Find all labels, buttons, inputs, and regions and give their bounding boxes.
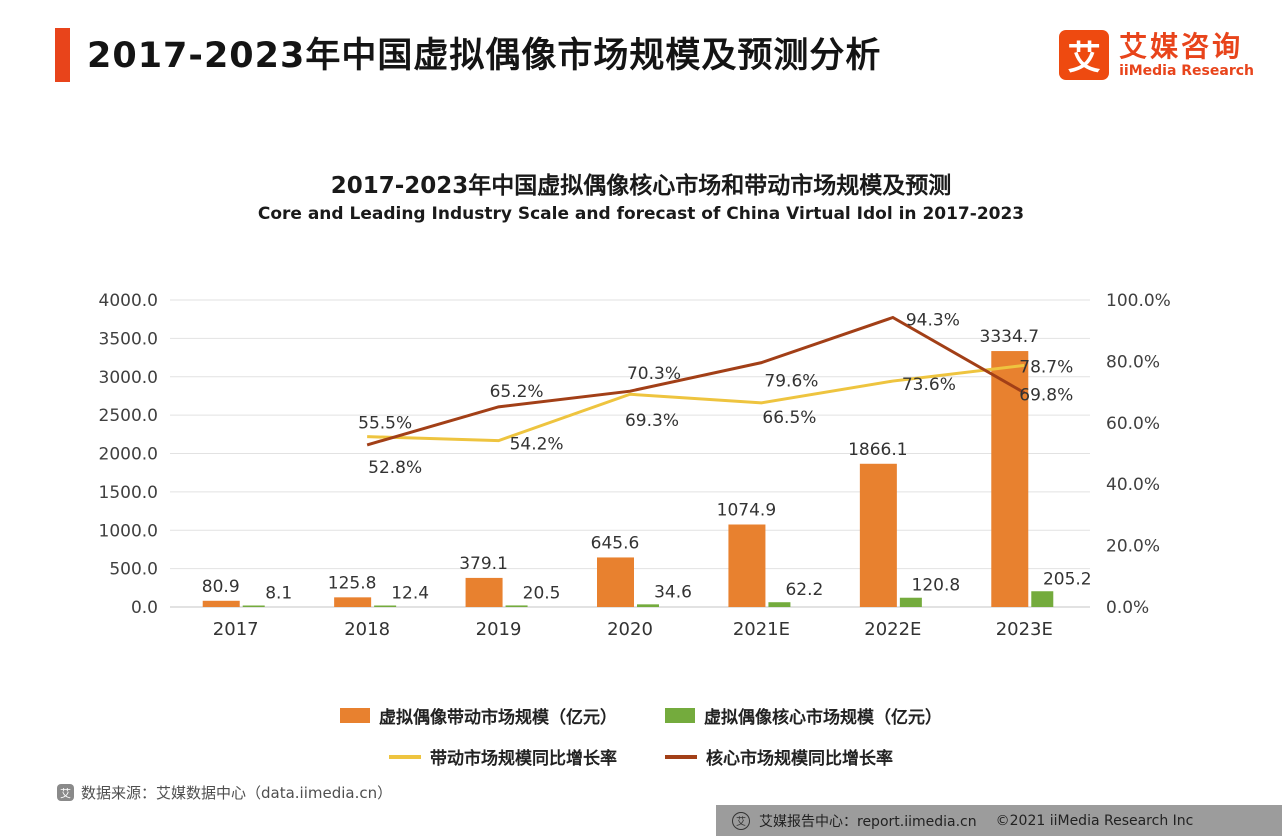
x-axis-label: 2020 bbox=[607, 619, 653, 640]
legend-item-line-1: 核心市场规模同比增长率 bbox=[665, 744, 893, 769]
legend-row: 带动市场规模同比增长率 核心市场规模同比增长率 bbox=[389, 744, 893, 769]
bar-core-2021E bbox=[768, 602, 791, 607]
bar-leading-value: 80.9 bbox=[202, 577, 240, 597]
bar-leading-value: 125.8 bbox=[328, 573, 377, 593]
x-axis-label: 2021E bbox=[733, 619, 790, 640]
x-axis-label: 2023E bbox=[996, 619, 1053, 640]
left-axis-tick: 500.0 bbox=[109, 560, 158, 580]
bar-leading-2020 bbox=[597, 557, 634, 607]
x-axis-label: 2022E bbox=[864, 619, 921, 640]
legend-line-swatch bbox=[389, 754, 421, 759]
chart-title: 2017-2023年中国虚拟偶像核心市场和带动市场规模及预测 bbox=[330, 173, 952, 199]
right-axis-tick: 60.0% bbox=[1106, 414, 1160, 434]
bar-leading-value: 3334.7 bbox=[980, 327, 1039, 347]
chart-svg: 0.0 500.0 1000.0 1500.0 2000.0 2500.0 3000.0 35… bbox=[99, 291, 1171, 640]
growth-label: 54.2% bbox=[510, 435, 564, 455]
growth-label: 69.3% bbox=[625, 411, 679, 431]
left-axis-tick: 3000.0 bbox=[99, 368, 158, 388]
growth-label: 79.6% bbox=[764, 372, 818, 392]
bar-leading-value: 379.1 bbox=[459, 554, 508, 574]
right-axis-tick: 20.0% bbox=[1106, 537, 1160, 557]
growth-label: 66.5% bbox=[762, 408, 816, 428]
legend-label: 核心市场规模同比增长率 bbox=[706, 749, 893, 769]
right-axis-tick: 40.0% bbox=[1106, 475, 1160, 495]
iimedia-logo: 艾 艾媒咨询 iiMedia Research bbox=[1059, 30, 1254, 80]
slide-header: 2017-2023年中国虚拟偶像市场规模及预测分析 艾 艾媒咨询 iiMedia… bbox=[55, 28, 1254, 84]
bar-leading-2019 bbox=[465, 577, 503, 607]
page-title: 2017-2023年中国虚拟偶像市场规模及预测分析 bbox=[87, 36, 882, 76]
legend-label: 带动市场规模同比增长率 bbox=[430, 749, 617, 769]
growth-line-0 bbox=[367, 363, 1025, 443]
growth-label: 55.5% bbox=[358, 414, 412, 434]
left-axis-tick: 2500.0 bbox=[99, 406, 158, 426]
x-axis-label: 2019 bbox=[476, 619, 522, 640]
bar-core-value: 20.5 bbox=[523, 583, 561, 603]
left-axis-tick: 3500.0 bbox=[99, 329, 158, 349]
growth-label: 65.2% bbox=[490, 382, 544, 402]
legend-item-bar-1: 虚拟偶像核心市场规模（亿元） bbox=[665, 703, 942, 728]
iimedia-mini-icon: 艾 bbox=[57, 784, 74, 801]
left-axis-tick: 0.0 bbox=[131, 598, 158, 618]
left-axis-tick: 1500.0 bbox=[99, 483, 158, 503]
bar-leading-2018 bbox=[334, 597, 372, 607]
bar-core-2018 bbox=[374, 605, 397, 607]
bar-leading-2022E bbox=[859, 463, 897, 607]
growth-label: 52.8% bbox=[368, 458, 422, 478]
chart-subtitle: Core and Leading Industry Scale and fore… bbox=[257, 204, 1025, 224]
data-source-note: 艾 数据来源：艾媒数据中心（data.iimedia.cn） bbox=[57, 782, 392, 803]
bar-core-value: 62.2 bbox=[785, 580, 823, 600]
legend-line-swatch bbox=[665, 754, 697, 759]
growth-label: 94.3% bbox=[906, 310, 960, 330]
left-axis-tick: 4000.0 bbox=[99, 291, 158, 311]
legend-row: 虚拟偶像带动市场规模（亿元） 虚拟偶像核心市场规模（亿元） bbox=[340, 703, 942, 728]
x-axis-label: 2018 bbox=[344, 619, 390, 640]
bar-core-2020 bbox=[637, 604, 659, 607]
bar-core-value: 205.2 bbox=[1043, 569, 1092, 589]
bar-core-2017 bbox=[242, 605, 265, 607]
footer-copyright: ©2021 iiMedia Research Inc bbox=[995, 812, 1194, 829]
bar-leading-value: 1074.9 bbox=[717, 501, 776, 521]
growth-label: 73.6% bbox=[902, 375, 956, 395]
bar-leading-2023E bbox=[991, 351, 1029, 607]
right-axis-tick: 0.0% bbox=[1106, 598, 1149, 618]
bar-core-2023E bbox=[1031, 591, 1054, 607]
bar-core-2019 bbox=[505, 605, 528, 607]
growth-label: 70.3% bbox=[627, 364, 681, 384]
bar-leading-value: 1866.1 bbox=[848, 440, 907, 460]
bar-leading-2017 bbox=[202, 600, 240, 607]
bar-core-2022E bbox=[899, 597, 922, 607]
growth-label: 69.8% bbox=[1019, 386, 1073, 406]
combo-chart: 0.0 500.0 1000.0 1500.0 2000.0 2500.0 3000.0 35… bbox=[85, 285, 1215, 665]
legend-item-line-0: 带动市场规模同比增长率 bbox=[389, 744, 617, 769]
x-axis-label: 2017 bbox=[213, 619, 259, 640]
left-axis-tick: 1000.0 bbox=[99, 521, 158, 541]
iimedia-logo-text: 艾媒咨询 iiMedia Research bbox=[1119, 29, 1254, 80]
iimedia-footer-icon: 艾 bbox=[732, 811, 750, 830]
title-accent-bar bbox=[55, 28, 70, 82]
iimedia-logo-icon: 艾 bbox=[1059, 30, 1110, 80]
bar-core-value: 34.6 bbox=[654, 582, 692, 602]
legend-item-bar-0: 虚拟偶像带动市场规模（亿元） bbox=[340, 703, 617, 728]
logo-name-en: iiMedia Research bbox=[1119, 63, 1254, 80]
growth-label: 78.7% bbox=[1019, 357, 1073, 377]
bar-core-value: 8.1 bbox=[265, 584, 292, 604]
legend-bar-swatch bbox=[340, 708, 370, 723]
legend-label: 虚拟偶像核心市场规模（亿元） bbox=[704, 708, 942, 728]
chart-legend: 虚拟偶像带动市场规模（亿元） 虚拟偶像核心市场规模（亿元） 带动市场规模同比增长率 核… bbox=[0, 703, 1282, 769]
data-source-text: 数据来源：艾媒数据中心（data.iimedia.cn） bbox=[81, 784, 393, 802]
bar-core-value: 12.4 bbox=[391, 584, 429, 604]
logo-name-cn: 艾媒咨询 bbox=[1119, 29, 1244, 63]
growth-line-1 bbox=[366, 315, 1026, 447]
footer-report-center: 艾媒报告中心：report.iimedia.cn bbox=[759, 813, 977, 830]
bar-core-value: 120.8 bbox=[912, 576, 961, 596]
bar-leading-2021E bbox=[728, 524, 766, 607]
footer-bar: 艾 艾媒报告中心：report.iimedia.cn ©2021 iiMedia… bbox=[716, 805, 1282, 836]
bar-leading-value: 645.6 bbox=[591, 533, 640, 553]
right-axis-tick: 100.0% bbox=[1106, 291, 1171, 311]
legend-label: 虚拟偶像带动市场规模（亿元） bbox=[379, 708, 617, 728]
right-axis-tick: 80.0% bbox=[1106, 352, 1160, 372]
legend-bar-swatch bbox=[665, 708, 695, 723]
left-axis-tick: 2000.0 bbox=[99, 445, 158, 465]
